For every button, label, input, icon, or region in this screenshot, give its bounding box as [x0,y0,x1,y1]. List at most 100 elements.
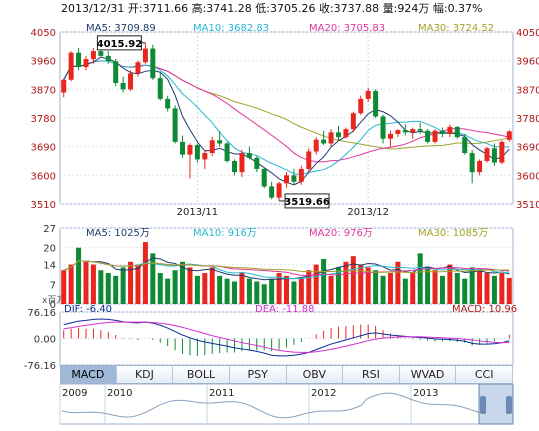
volume-tick: 7 [50,280,56,291]
volume-bar [98,270,104,304]
candle-body [68,52,74,80]
candle-body [61,79,67,93]
volume-bar [335,267,341,304]
candle-body [298,168,304,182]
range-handle-left[interactable] [480,396,486,414]
candle-body [157,78,163,99]
tab-rsi[interactable]: RSI [343,366,400,383]
tab-obv[interactable]: OBV [286,366,344,383]
candle [276,181,282,201]
candle-body [402,130,408,133]
candle-body [150,48,156,79]
candle [269,181,275,200]
tab-macd[interactable]: MACD [60,366,117,383]
candle-body [365,90,371,99]
candle [239,149,245,177]
volume-bar [68,264,74,304]
low-annotation-box [284,193,330,209]
volume-bar [217,275,223,304]
volume-bar [417,253,423,304]
candle [402,124,408,136]
candle-body [454,126,460,138]
candle [306,148,312,173]
volume-bar [239,273,245,304]
volume-tick: 14 [43,261,56,272]
volume-bar [194,275,200,304]
candle [61,78,67,98]
candle-body [328,132,334,144]
candle [194,143,200,163]
macd-legend-dea: DEA: -11.88 [255,304,314,315]
volume-bar [261,284,267,304]
candle [180,135,186,158]
volume-bar [432,270,438,304]
candle [209,137,215,157]
volume-bar [187,267,193,304]
tab-cci[interactable]: CCI [456,366,513,383]
candle [202,149,208,169]
volume-bar [120,267,126,304]
candle-body [387,133,393,139]
candle-body [187,145,193,155]
candle-body [90,51,96,60]
volume-unit: x百万 [42,295,65,306]
volume-bar [477,270,483,304]
candle-body [358,98,364,114]
candle [261,167,267,189]
timeline-year: 2009 [62,388,87,399]
candle [165,95,171,112]
candle [417,122,423,134]
candle-body [98,51,104,56]
candle [350,111,356,133]
tab-boll[interactable]: BOLL [173,366,230,383]
volume-bar [246,278,252,304]
volume-bar [284,275,289,304]
volume-bar [506,277,512,304]
price-tick-right: 3960 [516,57,539,68]
volume-bar [105,273,111,304]
tab-wvad[interactable]: WVAD [399,366,457,383]
candle [439,127,445,138]
candle [328,129,334,147]
volume-bar [276,273,282,304]
candle-body [135,62,141,74]
legend-ma20: MA20: 3705.83 [309,23,385,34]
candle-body [432,130,438,142]
candle [343,127,349,139]
tab-kdj[interactable]: KDJ [116,366,174,383]
candle [217,130,223,147]
volume-bar [328,275,334,304]
volume-bar [128,261,134,304]
candle-body [499,141,505,163]
candle-body [180,141,186,155]
range-handle-right[interactable] [506,396,512,414]
candle-body [194,145,200,160]
volume-legend-ma20: MA20: 976万 [309,228,373,239]
macd-legend-dif: DIF: -6.40 [64,304,112,315]
low-annotation: 3519.66 [284,197,330,208]
candle-body [202,153,208,160]
legend-ma30: MA30: 3724.52 [418,23,494,34]
volume-bar [291,281,297,304]
volume-bar [499,273,505,304]
volume-legend-ma30: MA30: 1085万 [418,228,488,239]
candle-body [239,153,245,173]
candle-body [224,143,230,161]
price-tick-right: 4050 [516,28,539,39]
legend-ma5: MA5: 3709.89 [86,23,156,34]
tab-psy[interactable]: PSY [229,366,287,383]
candle [484,146,490,163]
candle [462,133,468,155]
volume-bar [350,256,356,304]
volume-bar [254,281,260,304]
candle-body [484,148,490,161]
volume-bar [113,275,119,304]
price-tick-left: 3690 [31,143,56,154]
candle-body [76,52,82,68]
candle-body [254,157,260,169]
volume-bar [462,278,468,304]
price-tick-left: 3780 [31,114,56,125]
volume-ma30-line [63,260,510,274]
candle-body [506,131,512,140]
volume-bar [76,247,82,304]
